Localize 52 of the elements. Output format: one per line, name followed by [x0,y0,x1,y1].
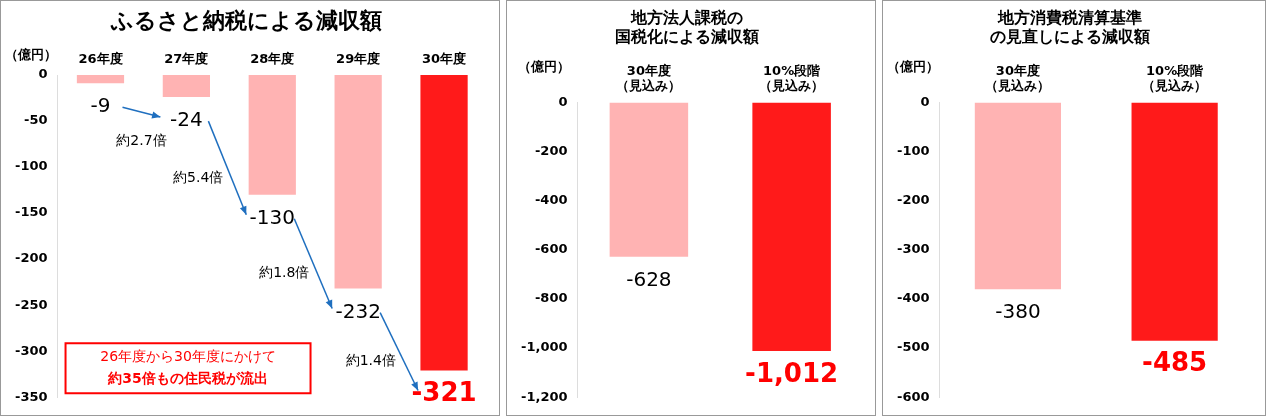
y-tick-label: -400 [896,290,930,306]
data-label: -24 [170,107,203,132]
y-tick-label: 0 [38,66,48,82]
data-label: -9 [90,93,111,118]
annotation: 約2.7倍 [116,131,167,148]
y-tick-label: -100 [14,158,48,174]
chart-title: 地方法人課税の国税化による減収額 [615,7,759,46]
y-tick-label: -300 [14,342,48,358]
y-axis-title: （億円） [887,58,940,74]
y-tick-label: -500 [896,339,930,355]
annotation: 26年度から30年度にかけて [100,347,276,364]
x-tick-label: 30年度（見込み） [985,62,1051,94]
y-tick-label: -1,200 [521,388,568,404]
x-tick-label: 30年度（見込み） [616,62,682,94]
data-label: -1,012 [745,357,839,388]
y-tick-label: -600 [534,241,568,257]
data-label: -628 [626,266,672,291]
y-tick-label: -1,000 [521,339,568,355]
y-tick-label: -800 [534,290,568,306]
data-label: -380 [995,299,1041,324]
annotation: 約35倍もの住民税が流出 [107,369,268,386]
data-label: -321 [411,377,477,408]
x-tick-label: 30年度 [422,50,467,66]
x-tick-label: 28年度 [250,50,295,66]
y-tick-label: -350 [14,388,48,404]
x-tick-label: 10%段階（見込み） [759,62,825,94]
y-tick-label: -200 [896,192,930,208]
annotation: 約1.8倍 [259,264,310,281]
annotation: 約5.4倍 [173,168,224,185]
x-tick-label: 29年度 [336,50,381,66]
x-tick-label: 10%段階（見込み） [1142,62,1208,94]
data-label: -485 [1142,347,1208,378]
y-tick-label: 0 [558,93,568,109]
annotation: 約1.4倍 [345,352,396,369]
data-label: -232 [335,298,381,323]
y-tick-label: -50 [24,112,48,128]
y-tick-label: -200 [14,250,48,266]
y-tick-label: -600 [896,388,930,404]
y-tick-label: -300 [896,241,930,257]
chart-title: ふるさと納税による減収額 [109,7,382,33]
y-tick-label: -400 [534,192,568,208]
y-tick-label: -200 [534,143,568,159]
y-tick-label: -150 [14,204,48,220]
y-axis-title: （億円） [518,58,571,74]
chart-title: 地方消費税清算基準の見直しによる減収額 [990,7,1150,46]
y-tick-label: -250 [14,296,48,312]
y-axis-title: （億円） [5,46,58,62]
x-tick-label: 27年度 [164,50,209,66]
y-tick-label: 0 [920,93,930,109]
x-tick-label: 26年度 [78,50,123,66]
y-tick-label: -100 [896,143,930,159]
data-label: -130 [249,204,295,229]
